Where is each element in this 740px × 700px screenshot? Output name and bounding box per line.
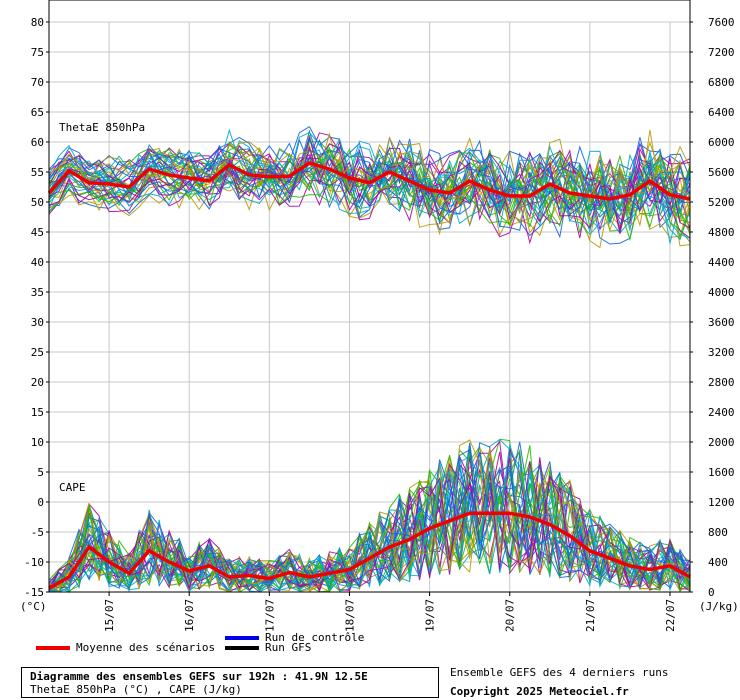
left-tick-label: -10: [24, 556, 44, 569]
legend-mean: Moyenne des scénarios: [36, 641, 215, 654]
left-tick-label: 75: [31, 46, 44, 59]
right-tick-label: 2000: [708, 436, 735, 449]
left-tick-label: 55: [31, 166, 44, 179]
ensemble-member-thetae: [48, 168, 691, 244]
x-date-label: 19/07: [424, 599, 437, 632]
right-tick-label: 800: [708, 526, 728, 539]
legend-gfs-label: Run GFS: [265, 641, 312, 654]
left-tick-label: 50: [31, 196, 44, 209]
credit-copyright: Copyright 2025 Meteociel.fr: [450, 685, 629, 698]
ensemble-member-cape: [48, 451, 691, 593]
left-tick-label: -15: [24, 586, 44, 599]
right-tick-label: 3200: [708, 346, 735, 359]
left-tick-label: 40: [31, 256, 44, 269]
right-tick-label: 1600: [708, 466, 735, 479]
left-tick-label: 10: [31, 436, 44, 449]
left-axis-unit: (°C): [20, 600, 47, 613]
x-date-label: 18/07: [343, 599, 356, 632]
info-box: Diagramme des ensembles GEFS sur 192h : …: [21, 667, 439, 698]
credit-runs: Ensemble GEFS des 4 derniers runs: [450, 666, 669, 679]
ensemble-member-thetae: [48, 143, 691, 224]
grid: [49, 21, 690, 593]
right-tick-label: 6000: [708, 136, 735, 149]
right-tick-label: 2800: [708, 376, 735, 389]
x-date-label: 21/07: [584, 599, 597, 632]
left-tick-label: 20: [31, 376, 44, 389]
panel-label-thetae: ThetaE 850hPa: [59, 121, 145, 134]
left-tick-label: 15: [31, 406, 44, 419]
x-date-label: 16/07: [183, 599, 196, 632]
right-tick-label: 4800: [708, 226, 735, 239]
ensemble-member-cape: [48, 448, 691, 593]
legend-mean-swatch: [36, 645, 70, 650]
mean-line-cape: [48, 511, 691, 590]
right-axis-ticks: 7600720068006400600056005200480044004000…: [690, 16, 735, 599]
ensemble-members: [48, 126, 691, 594]
left-tick-label: 80: [31, 16, 44, 29]
right-tick-label: 7600: [708, 16, 735, 29]
right-axis-unit: (J/kg): [699, 600, 739, 613]
left-tick-label: 70: [31, 76, 44, 89]
legend-gfs: Run GFS: [225, 641, 311, 654]
ensemble-member-cape: [48, 445, 691, 594]
legend-control: Run de contrôle: [225, 631, 364, 644]
right-tick-label: 400: [708, 556, 728, 569]
ensemble-member-cape: [48, 448, 691, 589]
mean-lines: [47, 161, 691, 590]
info-title: Diagramme des ensembles GEFS sur 192h : …: [30, 670, 368, 683]
right-tick-label: 2400: [708, 406, 735, 419]
right-tick-label: 6400: [708, 106, 735, 119]
info-subtitle: ThetaE 850hPa (°C) , CAPE (J/kg): [30, 683, 242, 696]
legend-mean-label: Moyenne des scénarios: [76, 641, 216, 654]
left-tick-label: 35: [31, 286, 44, 299]
right-tick-label: 4400: [708, 256, 735, 269]
left-tick-label: 60: [31, 136, 44, 149]
x-date-label: 20/07: [504, 599, 517, 632]
left-tick-label: 30: [31, 316, 44, 329]
ensemble-member-cape: [48, 452, 691, 594]
right-tick-label: 5600: [708, 166, 735, 179]
right-tick-label: 0: [708, 586, 715, 599]
x-date-label: 17/07: [263, 599, 276, 632]
right-tick-label: 6800: [708, 76, 735, 89]
left-tick-label: 0: [37, 496, 44, 509]
right-tick-label: 5200: [708, 196, 735, 209]
ensemble-member-thetae: [48, 160, 691, 225]
legend-control-label: Run de contrôle: [265, 631, 365, 644]
x-axis-date-labels: 15/07 16/07 17/07 18/07 19/07 20/07 21/07 22/07: [103, 592, 677, 632]
x-date-label: 22/07: [664, 599, 677, 632]
ensemble-member-cape: [48, 459, 691, 594]
plot-frame: [48, 0, 691, 593]
ensemble-member-cape: [48, 450, 691, 593]
left-tick-label: 65: [31, 106, 44, 119]
ensemble-member-thetae: [48, 128, 691, 208]
right-tick-label: 7200: [708, 46, 735, 59]
ensemble-member-thetae: [48, 143, 691, 217]
legend-gfs-swatch: [225, 645, 259, 650]
legend-control-swatch: [225, 635, 259, 640]
x-date-label: 15/07: [103, 599, 116, 632]
right-tick-label: 1200: [708, 496, 735, 509]
plot-border: [48, 0, 691, 593]
ensemble-member-thetae: [48, 145, 691, 234]
left-tick-label: 5: [37, 466, 44, 479]
panel-label-cape: CAPE: [59, 481, 86, 494]
right-tick-label: 4000: [708, 286, 735, 299]
left-tick-label: -5: [31, 526, 44, 539]
left-tick-label: 45: [31, 226, 44, 239]
mean-line-thetae: [47, 161, 691, 201]
left-tick-label: 25: [31, 346, 44, 359]
ensemble-member-cape: [49, 459, 691, 593]
right-tick-label: 3600: [708, 316, 735, 329]
